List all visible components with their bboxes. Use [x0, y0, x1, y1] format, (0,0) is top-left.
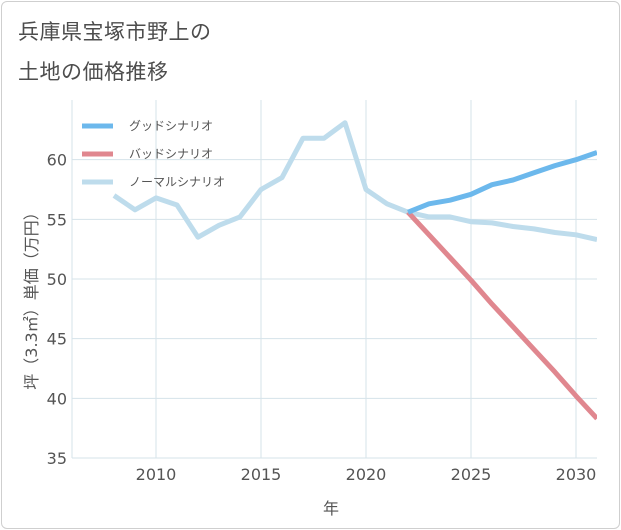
grid-lines — [71, 100, 597, 459]
y-tick-label: 35 — [47, 449, 67, 468]
x-tick-label: 2020 — [346, 465, 387, 484]
x-axis-title: 年 — [323, 499, 339, 518]
y-axis-ticks: 35 40 45 50 55 60 — [47, 151, 67, 468]
chart-title-line1: 兵庫県宝塚市野上の — [18, 20, 212, 44]
legend-label-bad: バッドシナリオ — [129, 147, 213, 161]
y-axis-title: 坪（3.3㎡）単価（万円） — [22, 204, 41, 389]
x-tick-label: 2025 — [451, 465, 492, 484]
legend-label-normal: ノーマルシナリオ — [129, 175, 225, 189]
series-line-good — [407, 150, 597, 215]
legend-label-good: グッドシナリオ — [129, 119, 213, 133]
y-tick-label: 50 — [47, 270, 67, 289]
y-tick-label: 45 — [47, 330, 67, 349]
x-tick-label: 2030 — [556, 465, 597, 484]
chart-title-line2: 土地の価格推移 — [18, 60, 169, 84]
y-tick-label: 60 — [47, 151, 67, 170]
x-tick-label: 2015 — [241, 465, 282, 484]
x-axis-ticks: 2010 2015 2020 2025 2030 — [136, 465, 597, 484]
series-layer — [112, 120, 597, 421]
series-line-normal — [112, 120, 597, 243]
x-tick-label: 2010 — [136, 465, 177, 484]
series-line-bad — [406, 210, 597, 421]
y-tick-label: 40 — [47, 389, 67, 408]
y-tick-label: 55 — [47, 210, 67, 229]
